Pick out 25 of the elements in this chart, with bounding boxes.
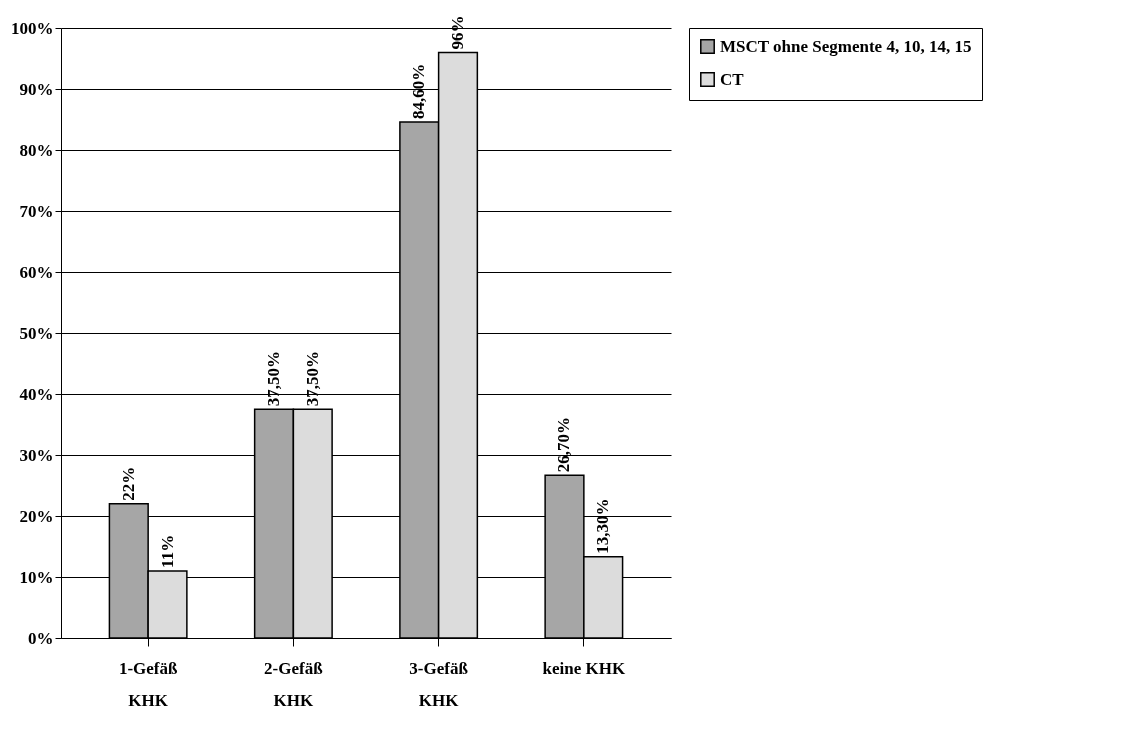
x-tick-label: 3-Gefäß KHK: [409, 658, 469, 710]
y-tick-label: 40%: [19, 384, 54, 404]
legend-label: CT: [720, 69, 745, 89]
y-tick-label: 20%: [19, 506, 54, 526]
x-tick-label: 1-Gefäß KHK: [118, 658, 178, 710]
x-tick-label: keine KHK: [542, 658, 626, 678]
legend-label: MSCT ohne Segmente 4, 10, 14, 15: [720, 36, 972, 56]
y-tick-label: 50%: [19, 323, 54, 343]
y-tick-label: 100%: [11, 18, 54, 38]
y-tick-label: 70%: [19, 201, 54, 221]
y-tick-label: 10%: [19, 567, 54, 587]
data-label: 11%: [157, 534, 177, 568]
data-label: 26,70%: [554, 416, 574, 473]
y-tick-label: 80%: [19, 140, 54, 160]
y-tick-label: 0%: [28, 628, 54, 648]
data-label: 22%: [118, 466, 138, 501]
x-tick-label: 2-Gefäß KHK: [264, 658, 324, 710]
data-label: 37,50%: [302, 351, 322, 407]
y-tick-label: 90%: [19, 79, 54, 99]
y-tick-label: 60%: [19, 262, 54, 282]
data-label: 37,50%: [264, 351, 284, 407]
data-label: 96%: [447, 15, 467, 50]
data-label: 84,60%: [409, 63, 429, 119]
y-tick-label: 30%: [19, 445, 54, 465]
data-label: 13,30%: [593, 498, 613, 554]
